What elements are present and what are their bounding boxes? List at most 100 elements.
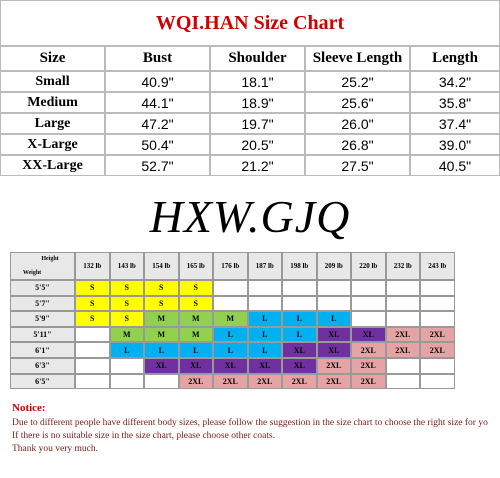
size-cell: 18.9" xyxy=(210,92,305,113)
size-cell: X-Large xyxy=(0,134,105,155)
size-fit-cell xyxy=(351,311,386,327)
height-label: 5'7" xyxy=(10,295,75,312)
size-fit-cell xyxy=(75,358,110,374)
size-fit-cell xyxy=(316,280,351,296)
size-cell: 25.6" xyxy=(305,92,410,113)
size-fit-cell xyxy=(247,280,282,296)
size-fit-cell: L xyxy=(282,311,317,327)
size-cell: 21.2" xyxy=(210,155,305,176)
size-fit-cell: L xyxy=(144,342,179,358)
size-fit-cell: L xyxy=(213,326,248,343)
size-fit-cell xyxy=(109,358,144,374)
size-cell: XX-Large xyxy=(0,155,105,176)
size-fit-cell: L xyxy=(247,311,282,327)
size-fit-cell xyxy=(247,295,282,312)
column-header: Bust xyxy=(105,46,210,71)
size-fit-cell xyxy=(75,373,110,390)
size-fit-cell: XL xyxy=(282,358,317,374)
size-cell: 44.1" xyxy=(105,92,210,113)
notice-heading: Notice: xyxy=(12,402,46,414)
column-header: Length xyxy=(410,46,500,71)
size-fit-cell: XL xyxy=(144,358,179,374)
size-fit-cell xyxy=(75,342,110,358)
column-header: Sleeve Length xyxy=(305,46,410,71)
size-cell: 20.5" xyxy=(210,134,305,155)
size-fit-cell: M xyxy=(144,311,179,327)
size-fit-cell: M xyxy=(213,311,248,327)
size-fit-cell xyxy=(213,280,248,296)
size-fit-cell: S xyxy=(144,295,179,312)
size-fit-cell: L xyxy=(178,342,213,358)
size-fit-cell: XL xyxy=(316,326,351,343)
size-fit-cell: L xyxy=(316,311,351,327)
size-cell: 18.1" xyxy=(210,71,305,92)
size-fit-cell: 2XL xyxy=(351,373,386,390)
notice-line: Due to different people have different b… xyxy=(12,418,488,428)
size-cell: 40.9" xyxy=(105,71,210,92)
weight-header: 132 lb xyxy=(75,252,110,280)
size-fit-cell: 2XL xyxy=(420,326,455,343)
size-fit-cell xyxy=(351,295,386,312)
size-cell: 37.4" xyxy=(410,113,500,134)
size-fit-cell xyxy=(351,280,386,296)
size-fit-cell: 2XL xyxy=(420,342,455,358)
height-label: 5'9" xyxy=(10,311,75,327)
size-fit-cell: S xyxy=(109,311,144,327)
size-fit-cell: M xyxy=(178,311,213,327)
size-fit-cell: XL xyxy=(282,342,317,358)
size-fit-cell xyxy=(385,311,420,327)
size-fit-cell: 2XL xyxy=(385,342,420,358)
size-fit-cell xyxy=(385,373,420,390)
size-cell: Medium xyxy=(0,92,105,113)
size-fit-cell: S xyxy=(75,295,110,312)
size-cell: Large xyxy=(0,113,105,134)
brand: HXW.GJQ xyxy=(149,190,351,242)
size-fit-cell xyxy=(385,280,420,296)
size-cell: 47.2" xyxy=(105,113,210,134)
size-fit-cell: S xyxy=(75,311,110,327)
size-fit-cell xyxy=(420,358,455,374)
weight-header: 143 lb xyxy=(109,252,144,280)
size-fit-cell: L xyxy=(282,326,317,343)
size-fit-cell: L xyxy=(247,342,282,358)
size-fit-cell xyxy=(420,280,455,296)
size-fit-cell: 2XL xyxy=(351,358,386,374)
height-label: 5'11" xyxy=(10,326,75,343)
weight-header: 176 lb xyxy=(213,252,248,280)
height-label: 5'5" xyxy=(10,280,75,296)
size-cell: 52.7" xyxy=(105,155,210,176)
size-fit-cell: XL xyxy=(316,342,351,358)
size-cell: 19.7" xyxy=(210,113,305,134)
weight-header: 187 lb xyxy=(247,252,282,280)
weight-header: 243 lb xyxy=(420,252,455,280)
notice-line: Thank you very much. xyxy=(12,444,99,454)
weight-header: 209 lb xyxy=(316,252,351,280)
size-fit-cell: 2XL xyxy=(385,326,420,343)
weight-header: 232 lb xyxy=(385,252,420,280)
size-fit-cell xyxy=(282,295,317,312)
size-fit-cell: M xyxy=(178,326,213,343)
size-fit-cell: L xyxy=(213,342,248,358)
size-cell: 35.8" xyxy=(410,92,500,113)
height-label: 6'5" xyxy=(10,373,75,390)
size-cell: 39.0" xyxy=(410,134,500,155)
size-cell: 40.5" xyxy=(410,155,500,176)
weight-header: 154 lb xyxy=(144,252,179,280)
size-fit-cell: 2XL xyxy=(213,373,248,390)
size-cell: 26.0" xyxy=(305,113,410,134)
size-cell: 26.8" xyxy=(305,134,410,155)
weight-header: 198 lb xyxy=(282,252,317,280)
size-cell: Small xyxy=(0,71,105,92)
size-fit-cell: 2XL xyxy=(178,373,213,390)
size-fit-cell: S xyxy=(109,280,144,296)
size-fit-cell: S xyxy=(178,280,213,296)
size-fit-cell xyxy=(385,358,420,374)
size-fit-cell: S xyxy=(75,280,110,296)
size-fit-cell: XL xyxy=(213,358,248,374)
size-cell: 27.5" xyxy=(305,155,410,176)
size-cell: 34.2" xyxy=(410,71,500,92)
size-fit-cell xyxy=(109,373,144,390)
size-fit-cell: XL xyxy=(247,358,282,374)
size-fit-cell xyxy=(420,373,455,390)
corner-height: Height xyxy=(41,256,59,262)
